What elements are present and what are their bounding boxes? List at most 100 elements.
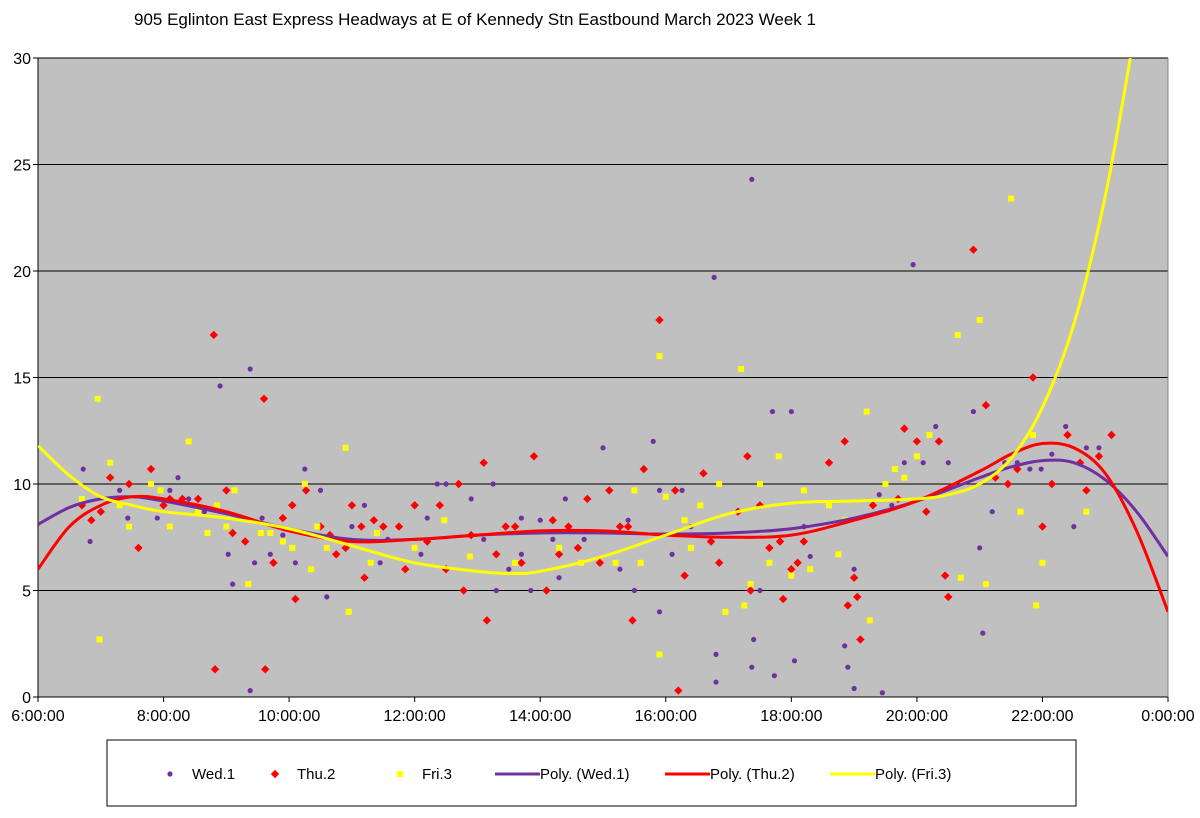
data-point xyxy=(245,581,252,588)
data-point xyxy=(479,458,488,467)
y-tick-label: 25 xyxy=(13,158,31,175)
data-point xyxy=(301,486,311,495)
data-point xyxy=(267,529,274,536)
data-point xyxy=(957,574,964,581)
data-point xyxy=(900,424,909,433)
trendline-poly-fri-3 xyxy=(38,58,1132,576)
data-point xyxy=(650,438,656,444)
data-point xyxy=(506,566,512,572)
data-point xyxy=(713,679,719,685)
data-point xyxy=(154,515,160,521)
data-point xyxy=(697,502,704,509)
data-point xyxy=(125,515,131,521)
data-point xyxy=(981,400,991,410)
data-point xyxy=(308,566,315,573)
data-point xyxy=(866,617,873,624)
data-point xyxy=(257,529,264,536)
data-point xyxy=(186,496,192,502)
data-point xyxy=(289,544,296,551)
data-point xyxy=(167,487,173,493)
data-point xyxy=(889,502,895,508)
data-point xyxy=(424,515,430,521)
data-point xyxy=(394,522,404,531)
data-point xyxy=(920,460,926,466)
data-point xyxy=(969,245,978,254)
x-tick-label: 18:00:00 xyxy=(760,708,822,725)
legend-marker xyxy=(397,771,403,777)
data-point xyxy=(279,538,286,545)
data-point xyxy=(669,551,675,557)
data-point xyxy=(291,594,300,604)
data-point xyxy=(459,586,468,595)
data-point xyxy=(989,509,995,515)
data-point xyxy=(766,559,773,566)
data-point xyxy=(793,558,802,568)
data-point xyxy=(863,408,870,415)
data-point xyxy=(247,366,253,372)
data-point xyxy=(791,658,798,664)
data-point xyxy=(80,466,86,472)
data-point xyxy=(656,651,663,658)
data-point xyxy=(490,481,496,487)
data-point xyxy=(441,517,448,524)
data-point xyxy=(314,523,321,530)
x-tick-label: 0:00:00 xyxy=(1141,708,1194,725)
data-point xyxy=(247,688,253,694)
data-point xyxy=(749,176,755,183)
data-point xyxy=(537,517,543,523)
data-point xyxy=(517,558,526,568)
data-point xyxy=(980,630,986,636)
data-point xyxy=(259,515,265,521)
data-point xyxy=(807,553,813,560)
data-point xyxy=(222,486,231,495)
data-point xyxy=(301,481,308,487)
data-point xyxy=(550,536,556,542)
trendline-poly-thu-2 xyxy=(38,441,1168,613)
data-point xyxy=(573,543,583,553)
data-point xyxy=(605,486,614,495)
data-point xyxy=(542,586,551,595)
data-point xyxy=(367,559,374,566)
chart-title: 905 Eglinton East Express Headways at E … xyxy=(134,10,816,29)
data-point xyxy=(581,536,587,542)
data-point xyxy=(913,453,920,460)
data-point xyxy=(612,559,619,566)
data-point xyxy=(687,544,694,551)
legend-label: Poly. (Wed.1) xyxy=(540,766,629,783)
data-point xyxy=(501,522,510,531)
data-point xyxy=(434,481,440,487)
data-point xyxy=(910,262,916,268)
data-point xyxy=(1033,602,1040,609)
data-point xyxy=(765,543,774,553)
data-point xyxy=(341,543,350,553)
x-tick-label: 12:00:00 xyxy=(384,708,446,725)
data-point xyxy=(1047,479,1057,489)
data-point xyxy=(94,395,101,402)
data-point xyxy=(674,686,683,695)
data-point xyxy=(775,537,785,546)
data-point xyxy=(670,486,680,495)
data-point xyxy=(324,594,330,600)
data-point xyxy=(901,474,908,481)
data-point xyxy=(564,522,573,531)
data-point xyxy=(554,550,564,559)
data-point xyxy=(1003,479,1013,489)
data-point xyxy=(435,501,444,510)
data-point xyxy=(126,523,133,530)
data-point xyxy=(901,460,907,466)
data-point xyxy=(466,553,473,560)
data-point xyxy=(548,516,557,525)
data-point xyxy=(826,502,832,509)
data-point xyxy=(195,508,202,515)
data-point xyxy=(680,571,689,580)
data-point xyxy=(105,473,115,482)
data-point xyxy=(377,560,383,566)
data-point xyxy=(556,544,563,551)
data-point xyxy=(856,635,865,644)
data-point xyxy=(317,487,324,493)
data-point xyxy=(231,487,238,494)
data-point xyxy=(976,316,983,323)
data-point xyxy=(166,523,173,530)
data-point xyxy=(1030,432,1037,439)
data-point xyxy=(716,481,723,487)
